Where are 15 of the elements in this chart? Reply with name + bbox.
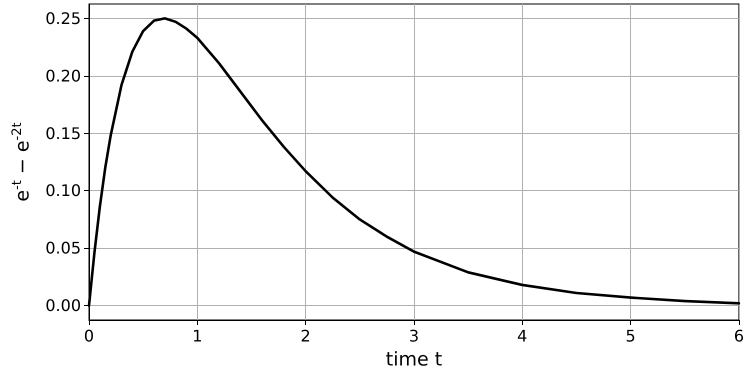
y-tick-label: 0.00 — [45, 296, 81, 316]
y-tick-label: 0.10 — [45, 181, 81, 200]
x-tick-label: 2 — [300, 326, 311, 346]
y-tick-label: 0.15 — [45, 124, 81, 143]
x-tick-label: 4 — [517, 326, 528, 346]
y-axis-title: e-t − e-2t — [10, 122, 34, 202]
y-tick-label: 0.25 — [45, 8, 81, 28]
y-tick-label: 0.20 — [45, 66, 81, 86]
x-tick-label: 6 — [734, 326, 744, 346]
x-axis-title: time t — [386, 348, 442, 370]
x-tick-label: 0 — [84, 326, 94, 346]
x-tick-label: 3 — [408, 326, 420, 346]
x-tick-label: 5 — [626, 326, 636, 346]
y-tick-label: 0.05 — [45, 238, 81, 258]
x-tick-label: 1 — [192, 326, 202, 346]
